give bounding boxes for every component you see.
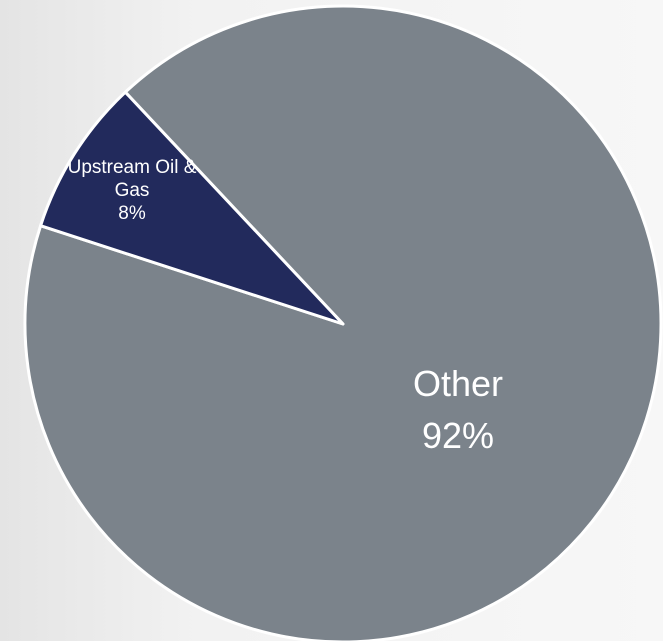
- value-label: 92%: [421, 415, 495, 457]
- slice-label: Upstream Oil & Gas 8%: [62, 157, 202, 225]
- category-label: Other: [412, 363, 504, 404]
- pie-slice: [39, 90, 345, 326]
- category-label: Upstream Oil & Gas: [67, 157, 197, 201]
- value-label: 8%: [118, 202, 146, 224]
- slice-label: Other 92%: [358, 358, 558, 462]
